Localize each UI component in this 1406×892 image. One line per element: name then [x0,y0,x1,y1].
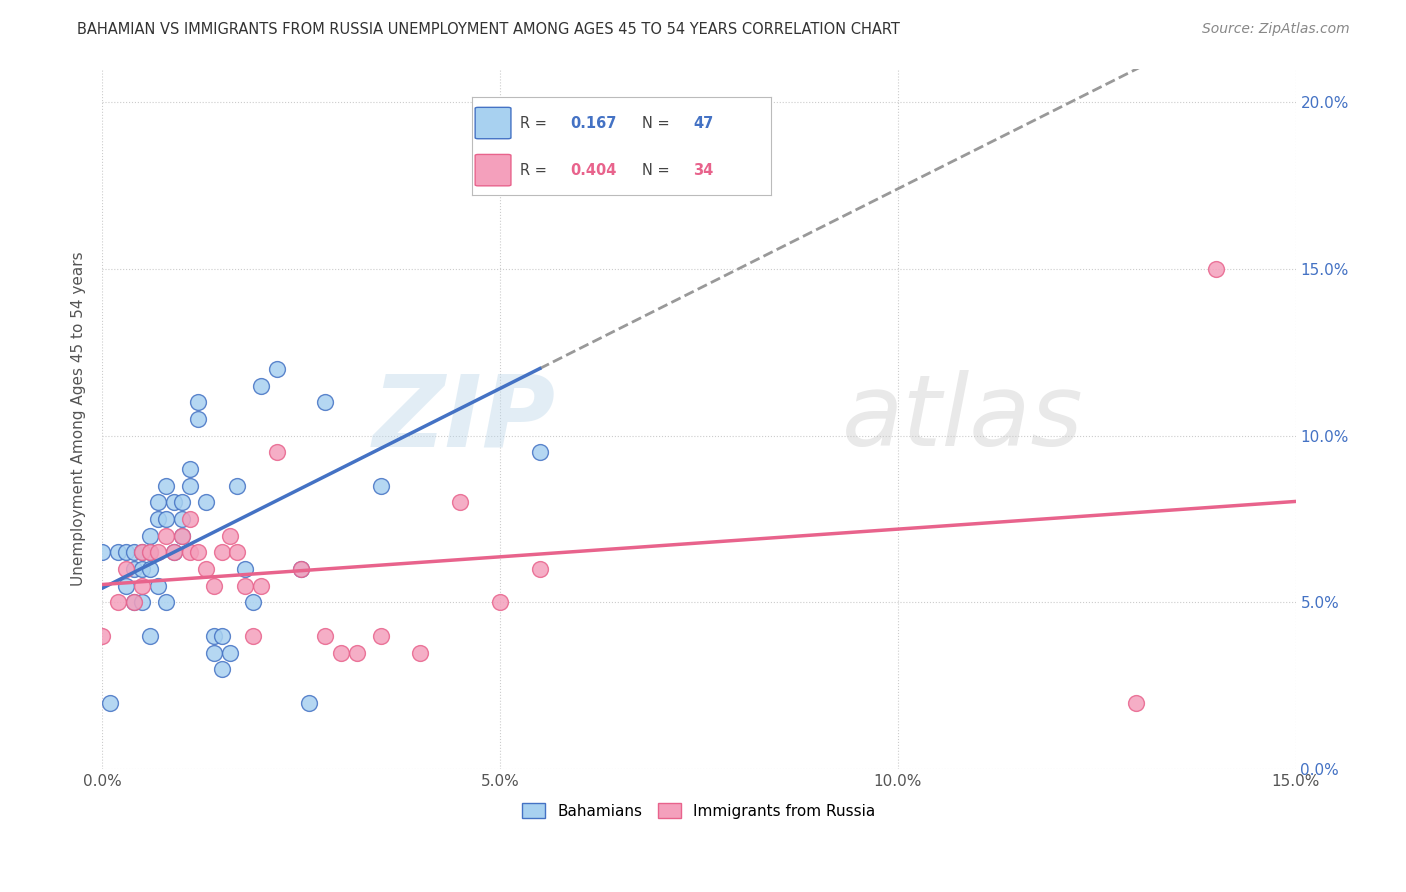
Point [235,562,257,576]
Point [489,178,512,193]
Point [139,529,162,543]
Point [489,595,512,609]
Point [122,545,145,559]
Point [155,595,177,609]
Point [194,562,217,576]
Point [266,445,288,459]
Point [170,512,193,526]
Point [179,512,201,526]
Point [250,579,273,593]
Point [529,562,551,576]
Point [179,478,201,492]
Point [131,545,153,559]
Text: ZIP: ZIP [373,370,555,467]
Point [122,562,145,576]
Point [131,562,153,576]
Point [91,545,114,559]
Y-axis label: Unemployment Among Ages 45 to 54 years: Unemployment Among Ages 45 to 54 years [72,252,86,586]
Point [211,545,233,559]
Point [290,562,312,576]
Point [242,595,264,609]
Point [226,545,249,559]
Point [314,629,336,643]
Point [242,629,264,643]
Point [122,595,145,609]
Point [179,462,201,476]
Point [122,595,145,609]
Point [163,545,186,559]
Point [226,478,249,492]
Point [115,579,138,593]
Point [170,529,193,543]
Point [179,545,201,559]
Point [529,445,551,459]
Point [370,629,392,643]
Point [163,545,186,559]
Point [235,579,257,593]
Point [170,495,193,509]
Point [250,378,273,392]
Point [163,495,186,509]
Point [298,696,321,710]
Point [187,412,209,426]
Point [346,646,368,660]
Point [139,545,162,559]
Point [187,545,209,559]
Point [131,595,153,609]
Point [266,362,288,376]
Point [146,579,169,593]
Point [211,629,233,643]
Point [98,696,121,710]
Point [202,579,225,593]
Point [146,495,169,509]
Point [139,545,162,559]
Point [409,646,432,660]
Point [139,629,162,643]
Point [155,512,177,526]
Point [187,395,209,409]
Point [115,545,138,559]
Point [155,478,177,492]
Point [370,478,392,492]
Point [218,646,240,660]
Point [314,395,336,409]
Point [329,646,352,660]
Point [211,662,233,676]
Point [115,562,138,576]
Point [131,579,153,593]
Point [155,529,177,543]
Point [1205,261,1227,276]
Point [139,562,162,576]
Point [170,529,193,543]
Point [146,512,169,526]
Point [1125,696,1147,710]
Point [107,545,129,559]
Point [290,562,312,576]
Text: Source: ZipAtlas.com: Source: ZipAtlas.com [1202,22,1350,37]
Point [194,495,217,509]
Point [449,495,471,509]
Text: atlas: atlas [842,370,1084,467]
Point [202,646,225,660]
Point [218,529,240,543]
Point [146,545,169,559]
Point [202,629,225,643]
Text: BAHAMIAN VS IMMIGRANTS FROM RUSSIA UNEMPLOYMENT AMONG AGES 45 TO 54 YEARS CORREL: BAHAMIAN VS IMMIGRANTS FROM RUSSIA UNEMP… [77,22,900,37]
Point [91,629,114,643]
Point [131,545,153,559]
Legend: Bahamians, Immigrants from Russia: Bahamians, Immigrants from Russia [516,797,882,825]
Point [107,595,129,609]
